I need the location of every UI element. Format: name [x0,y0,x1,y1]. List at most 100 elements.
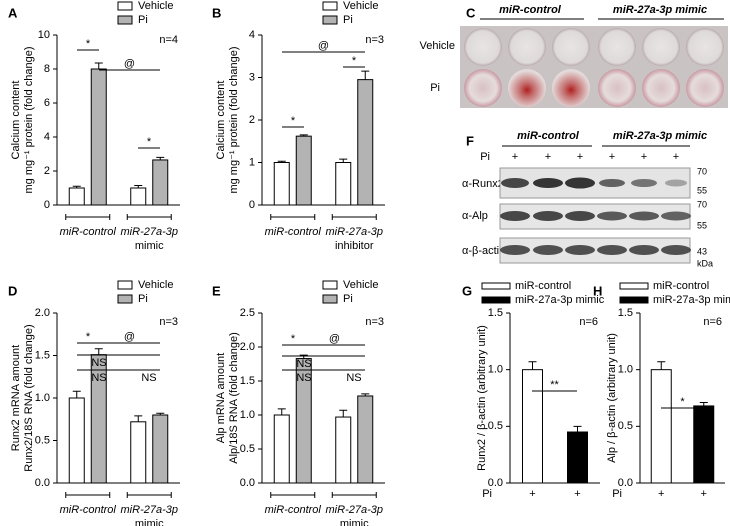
significance-label: @ [329,333,340,345]
x-axis-label: Pi [482,488,492,500]
panel-letter: B [212,5,221,20]
y-tick-label: 10 [38,29,50,41]
x-tick-label: miR-27a-3p [121,504,178,516]
error-bar [134,415,143,422]
error-bar [573,425,582,432]
group-header: miR-27a-3p mimic [613,130,707,142]
well [464,28,502,66]
significance-label: NS [346,372,361,384]
band [533,178,563,188]
significance-label: NS [91,357,106,369]
bar [650,369,672,484]
category-bracket [65,214,111,220]
chart-panel: D 0.0 0.5 1.0 1.5 2.0 Runx2 mRNA amount Runx2/1… [8,279,180,526]
treatment-mark: + [545,151,551,163]
category-bracket [126,492,172,498]
legend-swatch [117,1,133,11]
y-tick-label: 0.0 [240,477,255,489]
error-bar [134,184,143,188]
bar [273,414,290,484]
significance-label: ** [550,379,559,391]
panel-letter: A [8,5,18,20]
legend-swatch [117,15,133,25]
error-bar [339,158,348,163]
marker-label: 70 [697,166,707,176]
error-bar [72,390,81,398]
y-tick-label: 2 [249,114,255,126]
y-tick-label: 2.0 [35,307,50,319]
band [533,211,563,221]
bar [357,79,374,206]
error-bar [156,156,165,160]
marker-label: 70 [697,199,707,209]
y-tick-label: 0.5 [488,420,503,432]
y-tick-label: 0.0 [35,477,50,489]
band [565,211,595,221]
significance-label: @ [124,58,135,70]
antibody-label: α-β-actin [462,245,505,257]
y-axis-label: Alp/18S RNA (fold change) [228,332,240,463]
y-axis-label: Runx2/18S RNA (fold change) [23,324,35,471]
legend-swatch [619,282,649,290]
bar [335,416,352,484]
panel-letter: C [466,5,476,20]
bands [500,177,691,255]
panel-letter: D [8,283,17,298]
group-header: miR-27a-3p mimic [613,4,707,16]
bar [335,162,352,206]
band [629,245,659,255]
y-tick-label: 1.0 [35,392,50,404]
error-bar [156,412,165,415]
well [552,28,590,66]
error-bar [657,361,666,370]
band [629,211,659,221]
marker-label: 55 [697,185,707,195]
well [642,28,680,66]
legend-label: Pi [343,293,353,305]
error-bar [361,70,370,80]
well [508,28,546,66]
y-tick-label: 0.5 [240,443,255,455]
error-bar [94,62,103,69]
chart-panel: E 0.0 0.5 1.0 1.5 2.0 2.5 Alp mRNA amount Alp/18… [212,279,385,526]
band [631,179,657,187]
band [597,245,627,255]
significance-label: NS [91,372,106,384]
legend-label: miR-27a-3p mimic [653,294,730,306]
panel-c: C miR-control miR-27a-3p mimic Vehicle P… [420,4,728,108]
y-tick-label: 0 [249,199,255,211]
y-axis-label: mg mg⁻¹ protein (fold change) [228,46,240,193]
significance-label: * [147,136,152,148]
panel-letter: F [466,133,474,148]
y-tick-label: 8 [44,63,50,75]
significance-label: @ [124,331,135,343]
category-bracket [331,492,377,498]
well [642,69,680,107]
treatment-mark: + [577,151,583,163]
error-bar [361,393,370,396]
x-tick-label: miR-control [60,504,117,516]
x-tick-label: + [529,488,535,500]
error-bar [299,134,308,137]
well [598,28,636,66]
chart-panel: A 0 2 4 6 8 10 Calcium content mg mg⁻¹ protein (… [8,0,180,252]
panel-letter: G [462,283,472,298]
y-tick-label: 1.0 [618,364,633,376]
x-tick-label: miR-control [265,226,322,238]
bar [273,162,290,206]
treatment-mark: + [641,151,647,163]
group-header: miR-control [517,130,580,142]
sample-size: n=6 [703,316,722,328]
bar [68,397,85,484]
band [661,245,691,255]
treatment-mark: + [673,151,679,163]
significance-label: @ [318,40,329,52]
marker-label: 43 [697,246,707,256]
legend-swatch [117,294,133,304]
significance-label: NS [296,372,311,384]
well [598,69,636,107]
x-tick-label: mimic [135,240,164,252]
bar [693,405,715,484]
category-bracket [331,214,377,220]
